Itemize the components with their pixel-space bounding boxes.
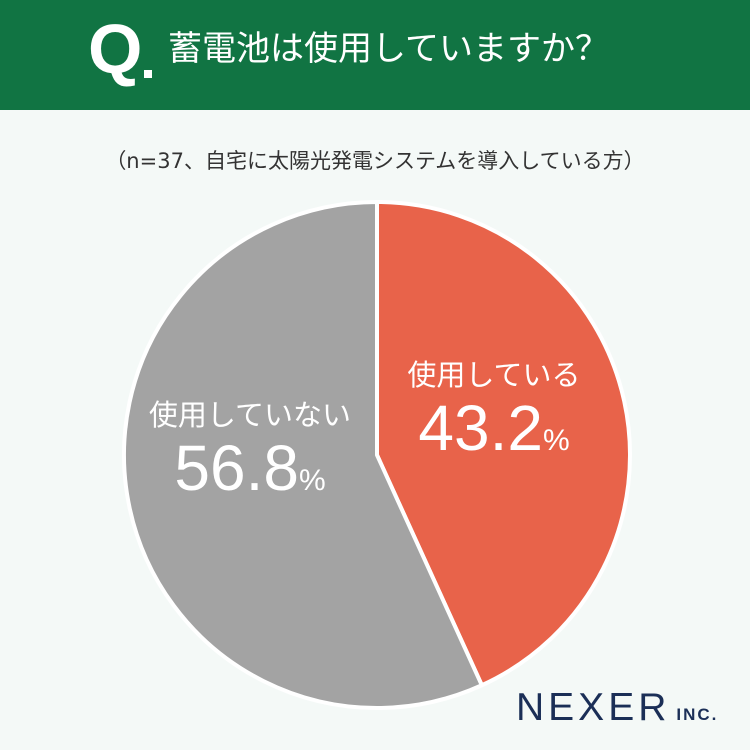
question-mark: Q: [88, 10, 143, 88]
slice-value-not-used-unit: %: [298, 463, 326, 497]
chart-subtitle: （n=37、自宅に太陽光発電システムを導入している方）: [105, 149, 645, 173]
pie-slice-used: [375, 200, 632, 688]
slice-value-not-used: 56.8%: [135, 433, 365, 503]
logo-main: NEXER: [516, 686, 671, 729]
question-mark-dot: [144, 70, 152, 78]
slice-value-used-unit: %: [542, 423, 570, 457]
logo-sub: INC.: [676, 705, 719, 724]
slice-label-used: 使用している 43.2%: [394, 358, 594, 463]
slice-value-used-number: 43.2: [418, 391, 543, 464]
question-text: 蓄電池は使用していますか？: [168, 29, 609, 69]
pie-slice-not-used: [122, 200, 484, 710]
nexer-logo: NEXER INC.: [516, 688, 718, 727]
slice-name-used: 使用している: [407, 358, 581, 392]
slice-value-not-used-number: 56.8: [174, 431, 299, 504]
slice-label-not-used: 使用していない 56.8%: [135, 398, 365, 503]
slice-value-used: 43.2%: [394, 393, 594, 463]
slice-name-not-used: 使用していない: [148, 398, 352, 432]
header-bar: Q 蓄電池は使用していますか？: [0, 0, 750, 110]
